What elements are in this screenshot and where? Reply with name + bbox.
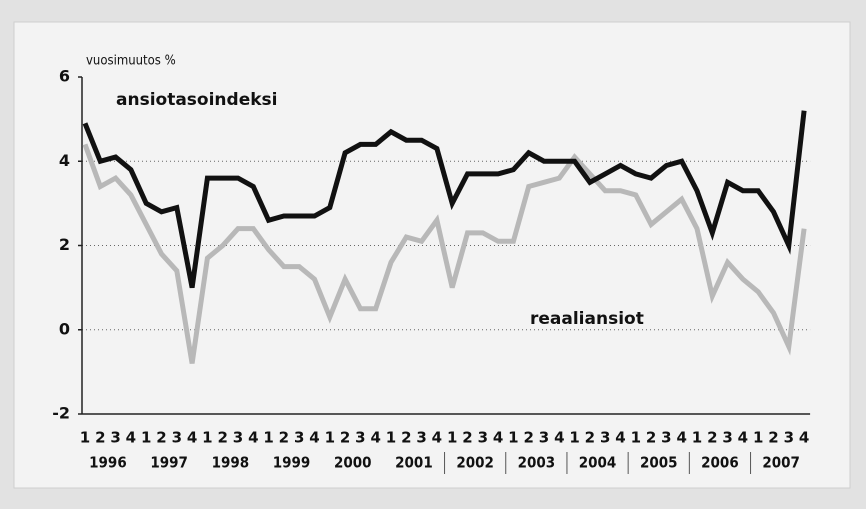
year-label: 2005 — [640, 454, 678, 472]
x-tick-label: 4 — [799, 429, 809, 447]
x-tick-label: 2 — [156, 429, 166, 447]
x-tick-label: 1 — [202, 429, 212, 447]
x-tick-label: 4 — [432, 429, 442, 447]
x-tick-label: 3 — [172, 429, 182, 447]
x-tick-label: 4 — [676, 429, 686, 447]
x-tick-label: 3 — [661, 429, 671, 447]
year-label: 2000 — [334, 454, 372, 472]
x-tick-label: 2 — [585, 429, 595, 447]
series-label: reaaliansiot — [530, 309, 644, 329]
x-tick-label: 1 — [263, 429, 273, 447]
x-tick-label: 1 — [325, 429, 335, 447]
x-tick-label: 1 — [386, 429, 396, 447]
x-tick-label: 1 — [692, 429, 702, 447]
x-tick-label: 3 — [355, 429, 365, 447]
x-tick-label: 3 — [539, 429, 549, 447]
x-tick-label: 4 — [554, 429, 564, 447]
x-tick-label: 2 — [217, 429, 227, 447]
x-tick-label: 4 — [615, 429, 625, 447]
series-label: ansiotasoindeksi — [116, 90, 277, 110]
x-tick-label: 1 — [80, 429, 90, 447]
y-tick-label: 2 — [59, 235, 70, 254]
series-line — [82, 110, 807, 289]
x-tick-label: 4 — [248, 429, 258, 447]
x-tick-label: 2 — [707, 429, 717, 447]
x-tick-label: 3 — [110, 429, 120, 447]
year-label: 2002 — [456, 454, 494, 472]
series-line — [82, 143, 807, 364]
x-tick-label: 4 — [493, 429, 503, 447]
x-tick-label: 3 — [784, 429, 794, 447]
x-tick-label: 3 — [294, 429, 304, 447]
y-tick-label: 4 — [59, 151, 70, 170]
x-tick-label: 3 — [233, 429, 243, 447]
x-tick-label: 3 — [416, 429, 426, 447]
x-tick-label: 1 — [447, 429, 457, 447]
year-label: 2004 — [579, 454, 617, 472]
x-tick-label: 3 — [478, 429, 488, 447]
year-label: 1998 — [212, 454, 250, 472]
year-label: 2006 — [701, 454, 739, 472]
x-tick-label: 2 — [340, 429, 350, 447]
year-label: 2003 — [518, 454, 556, 472]
year-label: 1999 — [273, 454, 311, 472]
year-label: 1996 — [89, 454, 127, 472]
y-tick-label: 6 — [59, 67, 70, 86]
x-tick-label: 2 — [646, 429, 656, 447]
x-tick-label: 1 — [631, 429, 641, 447]
x-tick-label: 1 — [569, 429, 579, 447]
x-tick-label: 4 — [370, 429, 380, 447]
x-tick-label: 2 — [95, 429, 105, 447]
x-tick-label: 2 — [523, 429, 533, 447]
x-tick-label: 2 — [768, 429, 778, 447]
x-tick-label: 4 — [738, 429, 748, 447]
x-tick-label: 4 — [126, 429, 136, 447]
x-tick-label: 2 — [279, 429, 289, 447]
year-label: 1997 — [150, 454, 188, 472]
x-tick-label: 4 — [187, 429, 197, 447]
x-tick-label: 2 — [401, 429, 411, 447]
x-tick-label: 2 — [462, 429, 472, 447]
x-tick-label: 1 — [141, 429, 151, 447]
x-tick-label: 3 — [722, 429, 732, 447]
x-tick-label: 4 — [309, 429, 319, 447]
panel — [13, 21, 851, 489]
year-label: 2007 — [762, 454, 800, 472]
axis-title: vuosimuutos % — [86, 54, 176, 69]
x-tick-label: 1 — [508, 429, 518, 447]
x-tick-label: 1 — [753, 429, 763, 447]
y-tick-label: 0 — [59, 319, 70, 338]
year-label: 2001 — [395, 454, 433, 472]
y-tick-label: -2 — [52, 404, 70, 423]
x-tick-label: 3 — [600, 429, 610, 447]
